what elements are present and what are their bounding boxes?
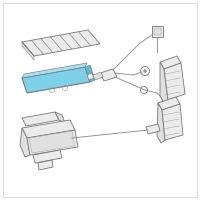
Polygon shape [38,160,53,170]
Polygon shape [157,103,165,143]
Polygon shape [85,65,95,82]
Polygon shape [22,63,87,78]
Polygon shape [20,128,30,157]
Polygon shape [22,112,59,126]
FancyBboxPatch shape [154,28,161,35]
Polygon shape [27,130,78,155]
Polygon shape [22,120,75,138]
Polygon shape [55,112,65,123]
Polygon shape [164,63,185,100]
Polygon shape [33,150,62,163]
Polygon shape [160,56,181,69]
Polygon shape [93,72,103,80]
Polygon shape [22,67,90,93]
Polygon shape [22,42,34,60]
Polygon shape [146,124,160,134]
FancyBboxPatch shape [152,26,163,37]
Polygon shape [160,62,168,103]
Polygon shape [87,73,94,80]
Polygon shape [22,30,100,56]
Polygon shape [162,104,183,140]
Polygon shape [158,97,180,110]
Polygon shape [100,69,117,81]
Polygon shape [29,131,75,153]
Circle shape [144,70,146,72]
